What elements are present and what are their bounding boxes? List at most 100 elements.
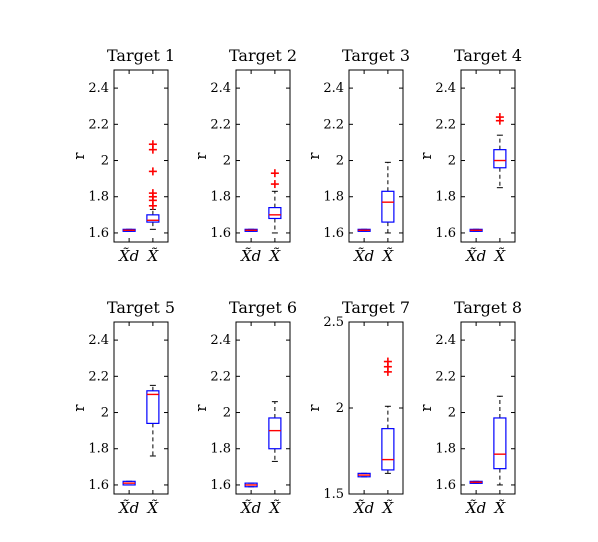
chart-8-box-2 (493, 395, 507, 486)
chart-7-ytick-label: 2.5 (323, 315, 344, 330)
chart-3-ytick-label: 2.2 (323, 117, 344, 132)
chart-1-title: Target 1 (107, 46, 175, 65)
chart-7-title: Target 7 (342, 298, 410, 317)
chart-6-ytick-label: 2.4 (210, 333, 231, 348)
chart-3-box-2 (381, 161, 395, 234)
chart-8-box-2-iqr (493, 417, 507, 470)
chart-3-title: Target 3 (342, 46, 410, 65)
chart-6-panel: Target 6 r 1.6 1.8 2 2.2 2.4 X̃d X̃ (192, 298, 297, 517)
chart-1-ytick-label: 1.6 (88, 226, 109, 241)
chart-6-xtick-label: X̃d (240, 499, 261, 517)
chart-6-ytick-label: 1.8 (210, 442, 231, 457)
chart-3-ytick-label: 2 (336, 154, 344, 169)
chart-3-axes (348, 69, 404, 243)
chart-6-axes (235, 321, 291, 495)
chart-8-ytick-label: 2 (448, 406, 456, 421)
chart-5-box-2-iqr (146, 390, 160, 424)
chart-6-title: Target 6 (229, 298, 297, 317)
chart-3-ytick-label: 1.6 (323, 226, 344, 241)
chart-8-title: Target 8 (454, 298, 522, 317)
chart-3-xtick-label: X̃d (353, 247, 374, 265)
chart-1-box-2-outlier-5 (148, 167, 157, 176)
chart-5-box-1 (122, 480, 136, 486)
chart-1-box-2-outlier-7 (148, 140, 157, 149)
chart-5-ytick-label: 2.4 (88, 333, 109, 348)
chart-2-box-2-outlier-2 (270, 169, 279, 178)
chart-1-axes (113, 69, 169, 243)
chart-1-box-2 (146, 140, 160, 230)
chart-1-panel: Target 1 r 1.6 1.8 2 2.2 2.4 X̃d X̃ (70, 46, 175, 265)
chart-8-panel: Target 8 r 1.6 1.8 2 2.2 2.4 X̃d X̃ (417, 298, 522, 517)
chart-3-ytick-label: 1.8 (323, 190, 344, 205)
chart-4-ytick-label: 1.8 (435, 190, 456, 205)
chart-6-xtick-label: X̃ (269, 499, 282, 517)
chart-5-xtick-label: X̃ (147, 499, 160, 517)
chart-2-box-2-iqr (268, 207, 282, 220)
chart-7-panel: Target 7 r 1.5 2 2.5 X̃d X̃ (305, 298, 410, 517)
chart-1-box-1 (122, 228, 136, 232)
chart-5-box-2 (146, 384, 160, 457)
chart-4-box-2-iqr (493, 149, 507, 169)
chart-5-ytick-label: 1.6 (88, 478, 109, 493)
chart-8-ytick-label: 1.6 (435, 478, 456, 493)
chart-8-xtick-label: X̃ (494, 499, 507, 517)
chart-2-ytick-label: 2 (223, 154, 231, 169)
chart-5-ytick-label: 2.2 (88, 369, 109, 384)
chart-8-axes (460, 321, 516, 495)
chart-6-ytick-label: 2 (223, 406, 231, 421)
chart-8-box-1 (469, 480, 483, 484)
chart-7-ytick-label: 1.5 (323, 487, 344, 502)
chart-7-xtick-label: X̃ (382, 499, 395, 517)
chart-2-xtick-label: X̃ (269, 247, 282, 265)
chart-2-box-2-outlier-1 (270, 180, 279, 189)
chart-4-xtick-label: X̃d (465, 247, 486, 265)
chart-4-box-2 (493, 113, 507, 189)
chart-3-ylabel: r (305, 152, 323, 160)
chart-1-ylabel: r (70, 152, 88, 160)
chart-2-ytick-label: 2.4 (210, 81, 231, 96)
chart-6-box-1 (244, 482, 258, 488)
chart-3-panel: Target 3 r 1.6 1.8 2 2.2 2.4 X̃d X̃ (305, 46, 410, 265)
chart-1-ytick-label: 1.8 (88, 190, 109, 205)
chart-1-xtick-label: X̃ (147, 247, 160, 265)
chart-1-ytick-label: 2 (101, 154, 109, 169)
chart-5-ylabel: r (70, 404, 88, 412)
chart-1-box-2-outlier-4 (148, 189, 157, 198)
chart-2-title: Target 2 (229, 46, 297, 65)
chart-6-ytick-label: 1.6 (210, 478, 231, 493)
chart-5-axes (113, 321, 169, 495)
chart-4-axes (460, 69, 516, 243)
chart-2-ytick-label: 2.2 (210, 117, 231, 132)
chart-7-box-2-outlier-3 (383, 357, 392, 366)
chart-2-axes (235, 69, 291, 243)
chart-4-panel: Target 4 r 1.6 1.8 2 2.2 2.4 X̃d X̃ (417, 46, 522, 265)
chart-1-ytick-label: 2.4 (88, 81, 109, 96)
chart-1-ytick-label: 2.2 (88, 117, 109, 132)
chart-6-box-2-iqr (268, 417, 282, 450)
chart-8-ytick-label: 1.8 (435, 442, 456, 457)
chart-2-ytick-label: 1.6 (210, 226, 231, 241)
chart-4-ytick-label: 1.6 (435, 226, 456, 241)
chart-7-axes (348, 321, 404, 495)
chart-4-ytick-label: 2.2 (435, 117, 456, 132)
chart-5-title: Target 5 (107, 298, 175, 317)
chart-3-box-1 (357, 228, 371, 232)
chart-6-ytick-label: 2.2 (210, 369, 231, 384)
chart-7-ylabel: r (305, 404, 323, 412)
chart-5-ytick-label: 2 (101, 406, 109, 421)
chart-1-xtick-label: X̃d (118, 247, 139, 265)
chart-4-ytick-label: 2 (448, 154, 456, 169)
chart-7-box-2 (381, 357, 395, 474)
chart-7-box-1 (357, 472, 371, 478)
chart-3-box-2-iqr (381, 190, 395, 223)
chart-2-ylabel: r (192, 152, 210, 160)
chart-3-xtick-label: X̃ (382, 247, 395, 265)
chart-5-xtick-label: X̃d (118, 499, 139, 517)
chart-4-xtick-label: X̃ (494, 247, 507, 265)
chart-8-xtick-label: X̃d (465, 499, 486, 517)
chart-2-box-1 (244, 228, 258, 232)
chart-8-ytick-label: 2.2 (435, 369, 456, 384)
chart-4-ylabel: r (417, 152, 435, 160)
chart-5-ytick-label: 1.8 (88, 442, 109, 457)
